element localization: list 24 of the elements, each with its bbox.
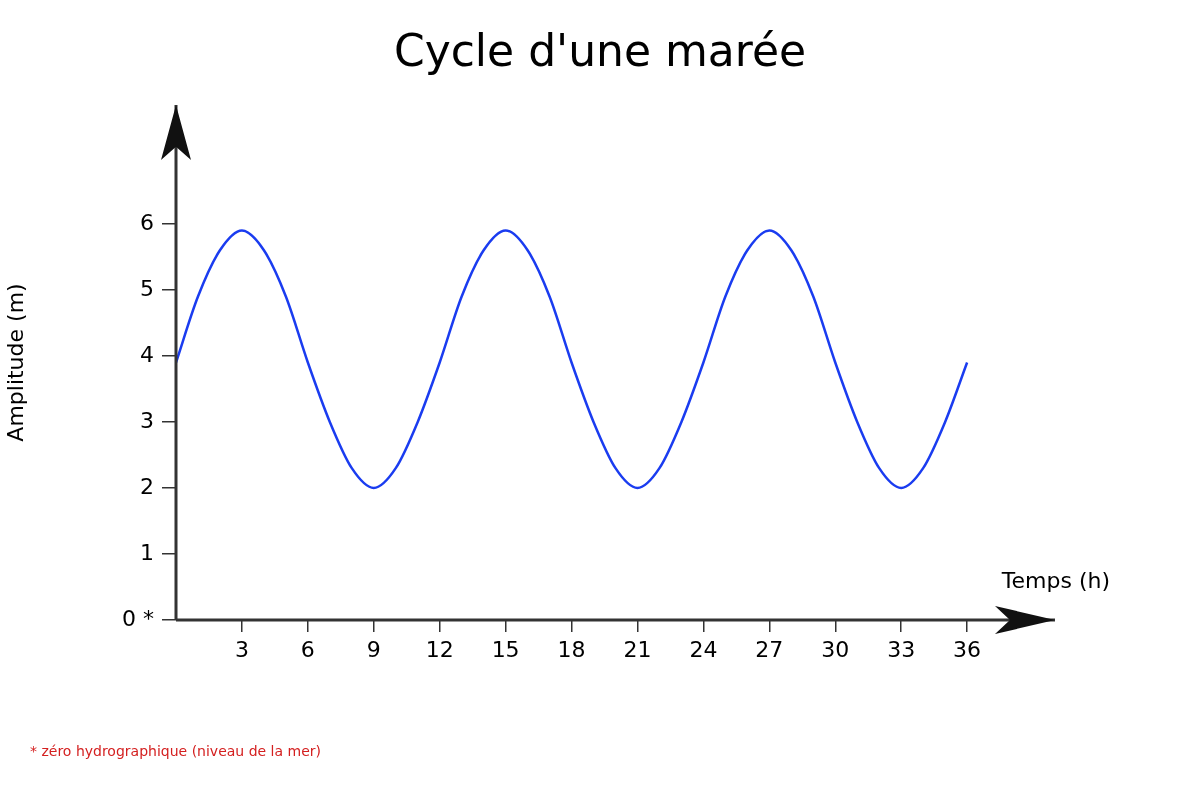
y-tick-label: 2 <box>140 473 154 499</box>
x-tick-label: 24 <box>689 636 718 662</box>
x-tick-label: 21 <box>623 636 652 662</box>
y-tick-label: 0 * <box>122 605 154 631</box>
y-tick-label: 4 <box>140 341 154 367</box>
text: * zéro hydrographique (niveau de la mer) <box>30 742 321 759</box>
x-tick-label: 18 <box>557 636 586 662</box>
chart-title: Cycle d'une marée <box>393 25 807 77</box>
line-series <box>176 229 969 490</box>
x-axis-title: Temps (h) <box>1000 567 1110 593</box>
x-tick-label: 9 <box>366 636 381 662</box>
x-tick-label: 36 <box>953 636 982 662</box>
x-tick-label: 27 <box>755 636 784 662</box>
x-tick-label: 12 <box>425 636 454 662</box>
x-tick-label: 3 <box>234 636 249 662</box>
y-axis-title: Amplitude (m) <box>2 283 28 442</box>
y-tick-label: 5 <box>140 275 154 301</box>
x-tick-label: 15 <box>491 636 520 662</box>
x-tick-label: 6 <box>300 636 315 662</box>
x-tick-label: 30 <box>821 636 850 662</box>
x-tick-label: 33 <box>887 636 916 662</box>
y-tick-label: 1 <box>140 539 154 565</box>
y-tick-label: 6 <box>140 209 154 235</box>
y-tick-label: 3 <box>140 407 154 433</box>
